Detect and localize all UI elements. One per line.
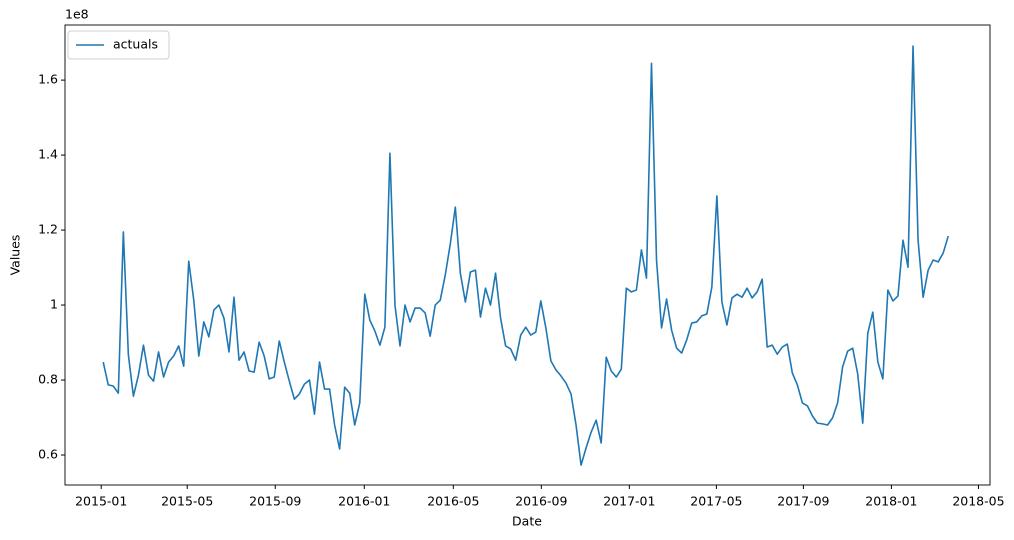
x-tick-label: 2016-05: [427, 494, 479, 509]
offset-text: 1e8: [65, 7, 89, 22]
x-tick-label: 2017-01: [603, 494, 655, 509]
y-tick-label: 1.6: [38, 72, 58, 87]
x-tick-label: 2015-09: [249, 494, 301, 509]
y-tick-label: 1: [50, 297, 58, 312]
y-axis-label: Values: [8, 235, 23, 276]
y-tick-label: 1.2: [38, 222, 58, 237]
data-line: [102, 45, 950, 466]
x-tick-label: 2018-05: [952, 494, 1004, 509]
x-tick-label: 2015-01: [75, 494, 127, 509]
x-tick-label: 2017-09: [777, 494, 829, 509]
x-tick-label: 2018-01: [865, 494, 917, 509]
plot-frame: [64, 24, 991, 486]
legend-box: [67, 30, 170, 60]
x-tick-label: 2015-05: [161, 494, 213, 509]
x-tick-label: 2016-09: [515, 494, 567, 509]
y-tick-label: 1.4: [38, 147, 58, 162]
x-tick-label: 2017-05: [690, 494, 742, 509]
x-tick-label: 2016-01: [338, 494, 390, 509]
y-tick-label: 0.6: [38, 447, 58, 462]
y-tick-label: 0.8: [38, 372, 58, 387]
legend-label: actuals: [113, 37, 158, 52]
x-axis-label: Date: [512, 514, 542, 529]
